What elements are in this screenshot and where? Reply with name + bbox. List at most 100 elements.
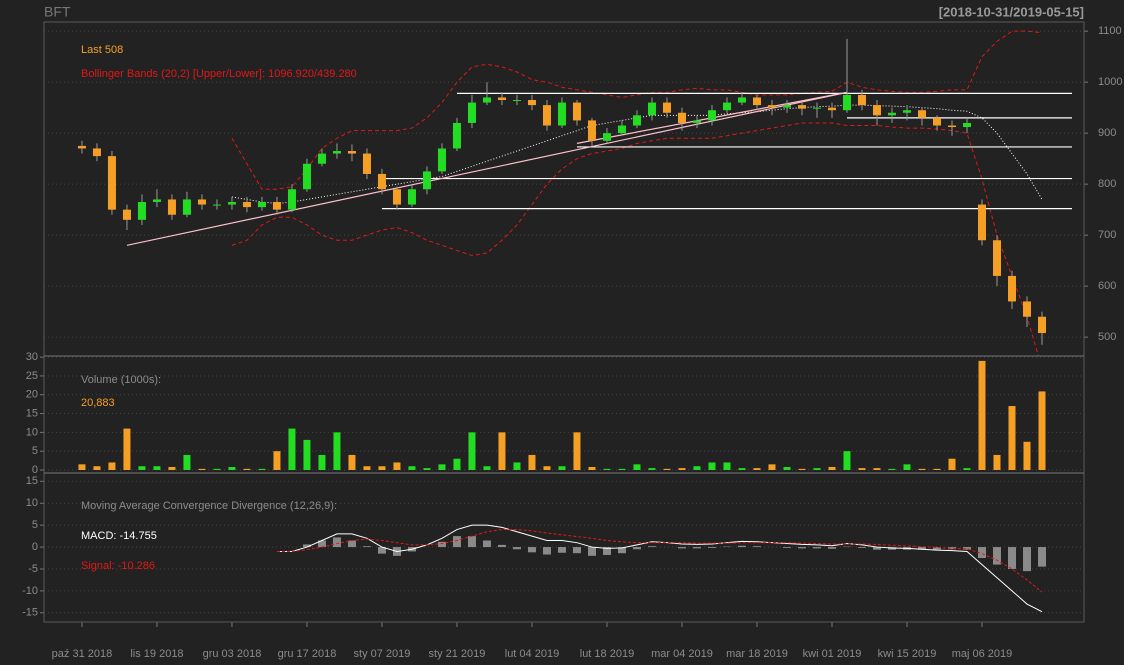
y-tick-label: 25 xyxy=(26,370,38,382)
y-tick-label: -15 xyxy=(22,607,38,619)
macd-histogram-bar xyxy=(932,547,941,550)
candle-body xyxy=(572,102,581,121)
candle-body xyxy=(242,202,251,208)
volume-bar xyxy=(723,462,731,470)
candle-body xyxy=(122,209,131,220)
volume-bar xyxy=(603,468,611,470)
candle-body xyxy=(287,189,296,210)
macd-histogram-bar xyxy=(977,547,986,559)
candle-body xyxy=(257,202,266,208)
macd-histogram-bar xyxy=(872,547,881,550)
volume-bar xyxy=(813,468,821,470)
candle-body xyxy=(662,102,671,113)
macd-histogram-bar xyxy=(617,547,626,554)
macd-histogram-bar xyxy=(812,547,821,549)
candle-body xyxy=(1007,275,1016,302)
volume-bar xyxy=(873,468,881,470)
macd-line xyxy=(276,529,1043,593)
candle-body xyxy=(857,94,866,106)
candle-body xyxy=(632,115,641,126)
candle-body xyxy=(887,112,896,116)
volume-bar xyxy=(378,466,386,470)
x-tick-label: lut 04 2019 xyxy=(505,648,559,660)
x-tick-label: sty 21 2019 xyxy=(429,648,486,660)
volume-bar xyxy=(228,466,236,470)
macd-histogram-bar xyxy=(707,547,716,548)
volume-bar xyxy=(303,439,311,470)
volume-bar xyxy=(633,464,641,470)
volume-bar xyxy=(93,466,101,470)
volume-bar xyxy=(678,468,686,470)
candle-body xyxy=(497,97,506,101)
volume-bar xyxy=(258,468,266,470)
macd-histogram-bar xyxy=(857,547,866,548)
macd-histogram-bar xyxy=(782,547,791,548)
macd-histogram-bar xyxy=(752,546,761,548)
volume-bar xyxy=(138,466,146,470)
y-tick-label: 10 xyxy=(26,426,38,438)
volume-bar xyxy=(993,454,1001,470)
macd-histogram-bar xyxy=(917,547,926,550)
volume-bar xyxy=(393,462,401,470)
candle-body xyxy=(827,107,836,111)
candle-body xyxy=(542,105,551,126)
x-tick-label: gru 03 2018 xyxy=(203,648,262,660)
candle-body xyxy=(707,110,716,121)
candle-body xyxy=(872,105,881,116)
candle-body xyxy=(722,102,731,111)
candle-body xyxy=(107,156,116,210)
y-tick-label: 20 xyxy=(26,389,38,401)
candle-body xyxy=(947,125,956,128)
y-tick-label: 800 xyxy=(1098,178,1116,190)
candle-body xyxy=(182,199,191,215)
candle-body xyxy=(212,204,221,206)
y-tick-label: 0 xyxy=(32,464,38,476)
volume-bar xyxy=(1023,441,1031,470)
macd-histogram-bar xyxy=(467,536,476,548)
volume-bar xyxy=(948,458,956,470)
volume-bar xyxy=(693,466,701,470)
volume-bar xyxy=(363,466,371,470)
volume-bar xyxy=(903,464,911,470)
candle-body xyxy=(557,102,566,126)
volume-bar xyxy=(528,454,536,470)
macd-histogram-bar xyxy=(587,547,596,556)
volume-bar xyxy=(1008,406,1016,470)
macd-histogram-bar xyxy=(437,541,446,548)
candle-body xyxy=(302,163,311,190)
macd-histogram-bar xyxy=(677,547,686,549)
candle-body xyxy=(992,240,1001,276)
candle-body xyxy=(422,171,431,190)
volume-bar xyxy=(858,468,866,470)
macd-histogram-bar xyxy=(572,547,581,554)
candle-body xyxy=(797,105,806,109)
candle-body xyxy=(812,107,821,109)
date-range: [2018-10-31/2019-05-15] xyxy=(939,4,1084,19)
volume-bar xyxy=(1038,391,1046,470)
macd-histogram-bar xyxy=(347,540,356,548)
candle-body xyxy=(482,97,491,103)
volume-bar xyxy=(978,360,986,470)
candle-body xyxy=(692,120,701,123)
volume-bar xyxy=(468,432,476,470)
macd-histogram-bar xyxy=(992,547,1001,565)
x-tick-label: sty 07 2019 xyxy=(354,648,411,660)
volume-bar xyxy=(798,468,806,470)
volume-bar xyxy=(273,451,281,470)
price-layer xyxy=(77,30,1072,356)
candle-body xyxy=(137,202,146,220)
candle-body xyxy=(842,94,851,111)
legend-entry: Signal: -10.286 xyxy=(81,560,155,572)
candle-body xyxy=(782,105,791,108)
volume-bar xyxy=(573,432,581,470)
x-tick-label: lis 19 2018 xyxy=(130,648,183,660)
macd-histogram-bar xyxy=(1022,547,1031,572)
volume-bar xyxy=(618,468,626,470)
volume-bar xyxy=(183,454,191,470)
y-tick-label: 10 xyxy=(26,497,38,509)
y-tick-label: -5 xyxy=(28,563,38,575)
lower-layer: 20,883 MACD: -14.755 Signal: -10.286 paź 31… xyxy=(52,360,1046,660)
candle-body xyxy=(317,153,326,164)
x-tick-label: gru 17 2018 xyxy=(278,648,337,660)
bands-label: Bollinger Bands (20,2) [Upper/Lower]: 10… xyxy=(81,68,357,80)
